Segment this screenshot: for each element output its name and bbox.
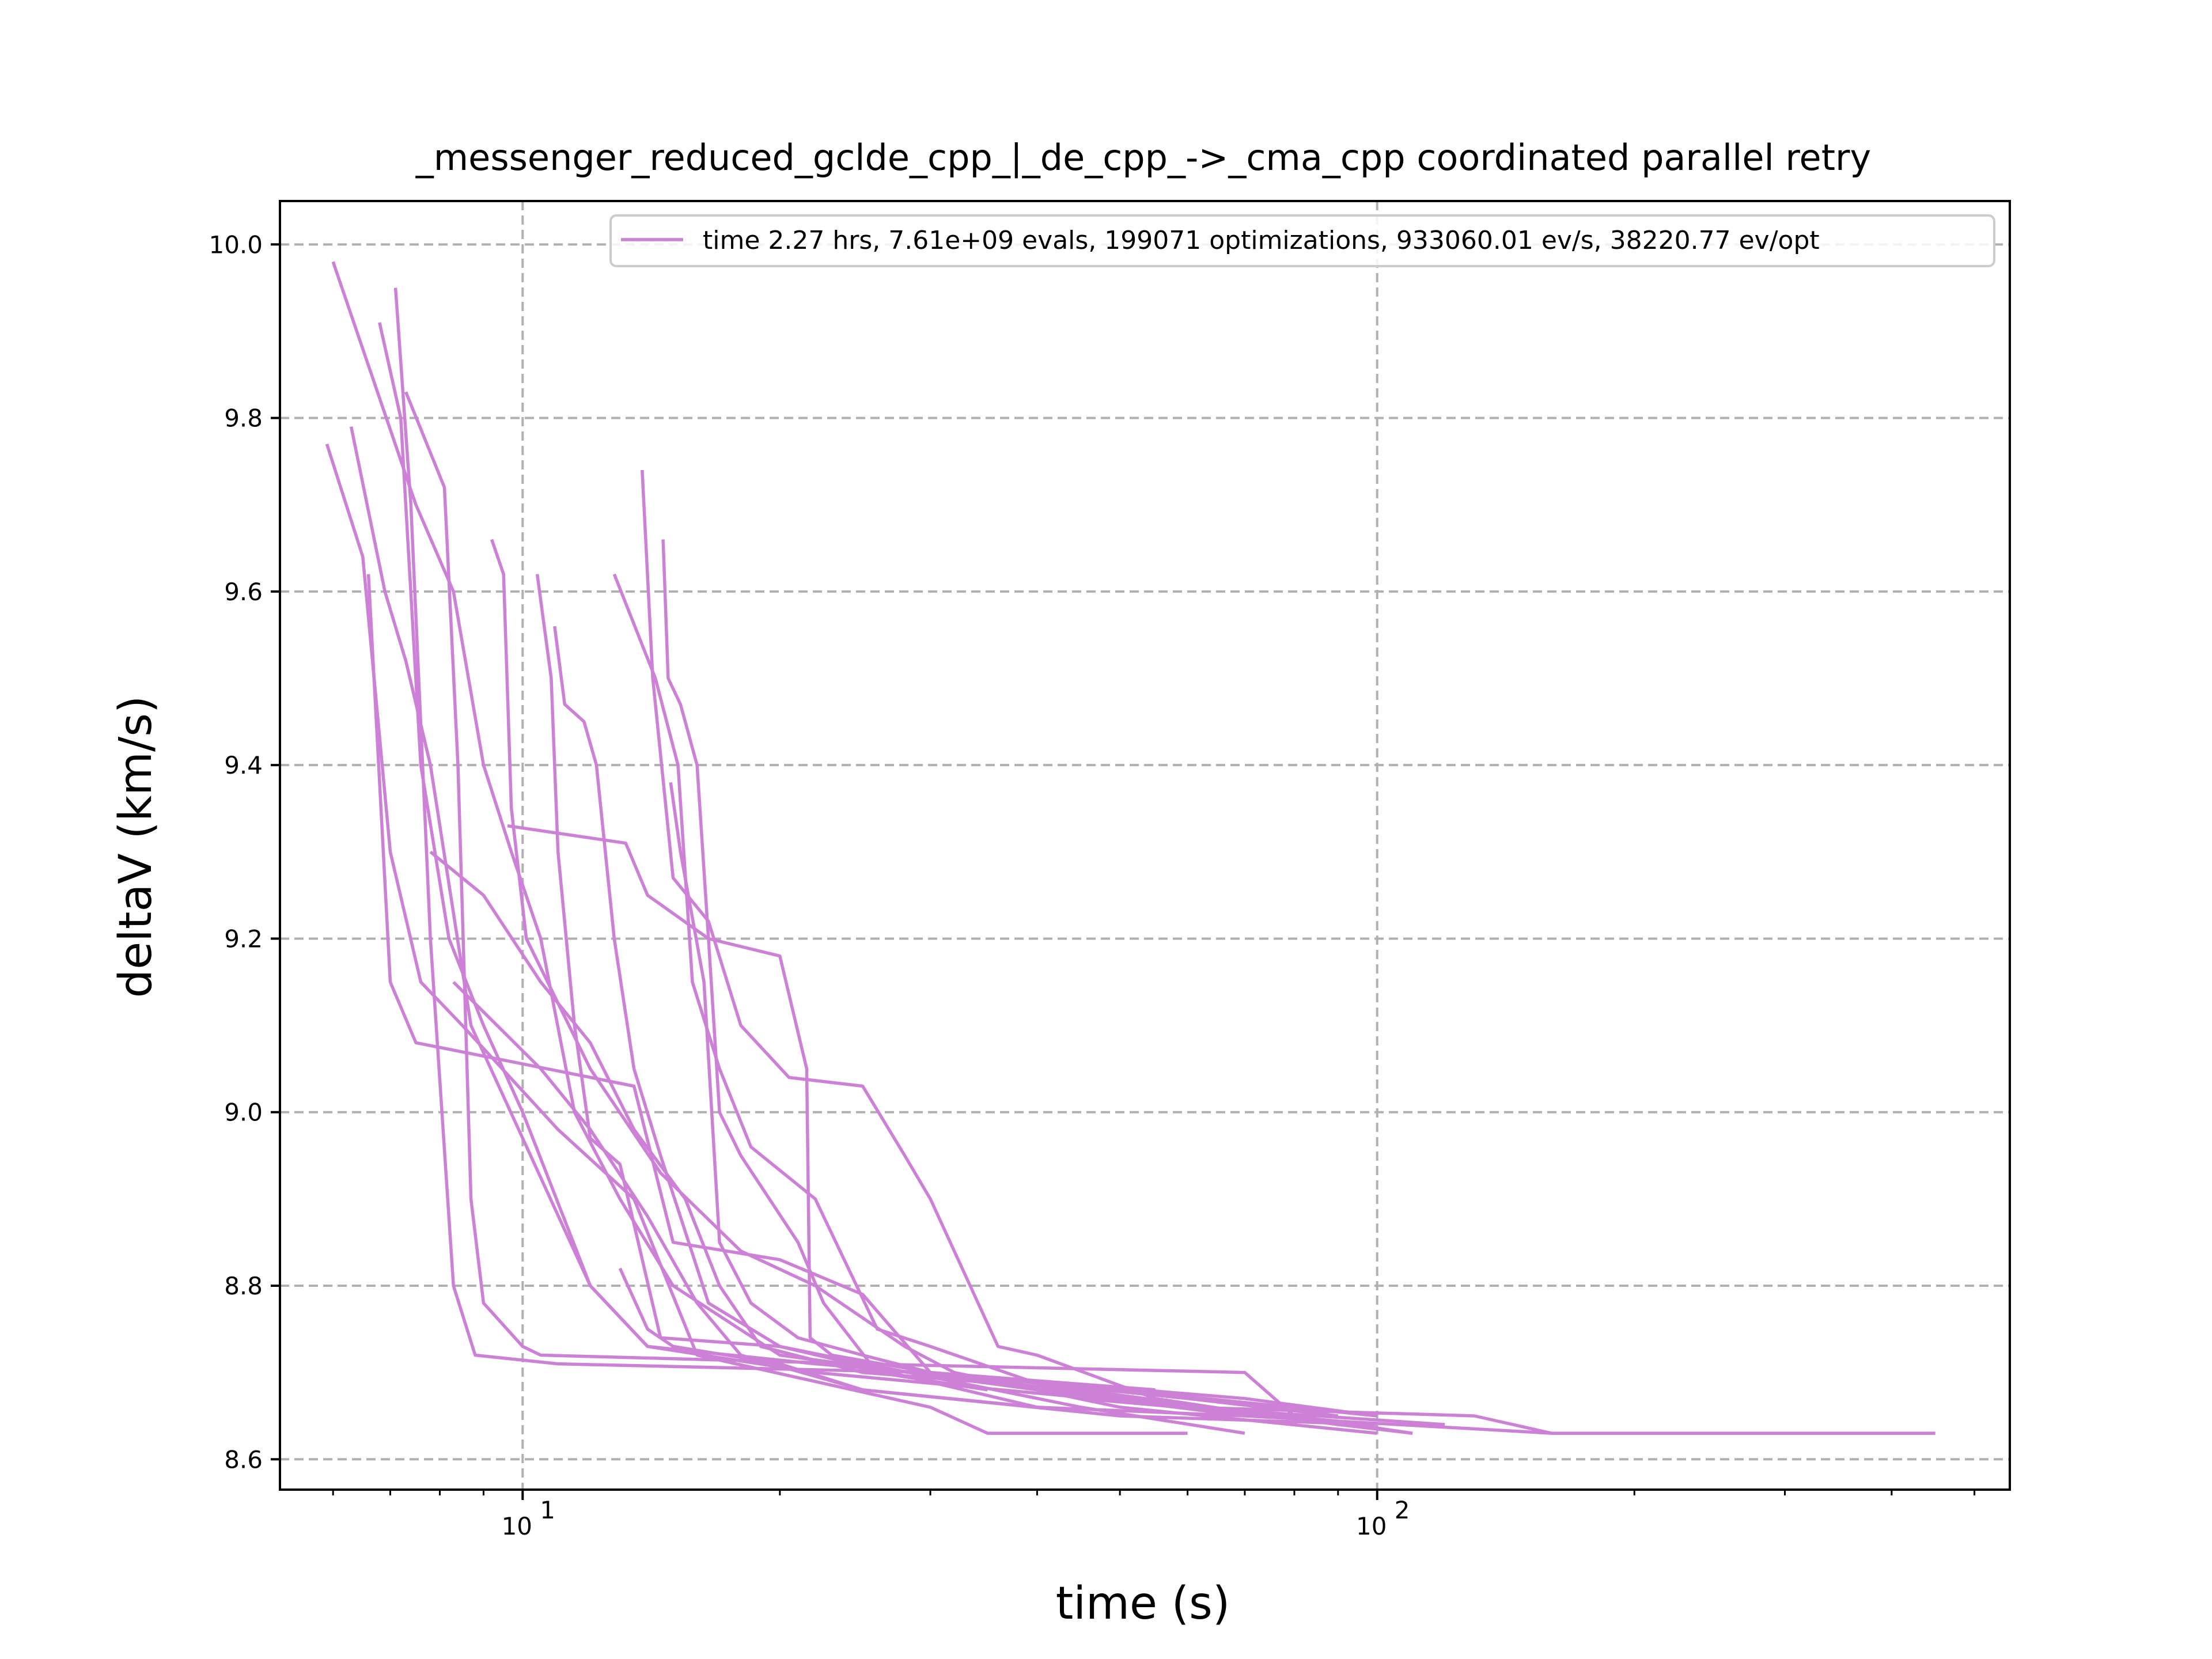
series-line-1 — [331, 261, 1936, 1435]
series-line-14 — [661, 539, 988, 1392]
series-line-10 — [553, 626, 1245, 1435]
series-line-4 — [404, 391, 1413, 1435]
y-tick-label: 9.8 — [224, 404, 263, 433]
series-line-5 — [325, 443, 1188, 1435]
chart-title: _messenger_reduced_gclde_cpp_|_de_cpp_->… — [415, 137, 1871, 179]
x-tick-exponent: 2 — [1395, 1496, 1410, 1524]
series-line-12 — [612, 573, 1377, 1426]
y-tick-label: 9.0 — [224, 1099, 263, 1127]
series-line-6 — [349, 426, 1552, 1435]
series-line-15 — [669, 782, 1378, 1418]
series-line-17 — [429, 850, 1413, 1435]
y-tick-label: 8.6 — [224, 1445, 263, 1474]
y-tick-label: 9.4 — [224, 751, 263, 779]
series-layer — [325, 261, 1936, 1435]
plot-frame — [279, 200, 2011, 1491]
x-tick-label: 10 — [1356, 1512, 1387, 1540]
series-line-18 — [452, 980, 1377, 1426]
legend-box — [609, 214, 1995, 267]
y-tick-label: 8.8 — [224, 1272, 263, 1300]
x-tick-label: 10 — [502, 1512, 532, 1540]
series-line-13 — [641, 469, 1271, 1418]
y-tick-label: 9.2 — [224, 925, 263, 953]
x-axis-label: time (s) — [1056, 1578, 1230, 1630]
y-tick-label: 10.0 — [209, 230, 263, 259]
legend-entry-label: time 2.27 hrs, 7.61e+09 evals, 199071 op… — [703, 226, 1820, 255]
y-axis-label: deltaV (km/s) — [110, 696, 162, 998]
series-line-9 — [535, 574, 1038, 1409]
tick-layer: 8.6 8.8 9.0 9.2 9.4 9.6 9.8 10.0 10 1 10 2 — [209, 230, 1976, 1540]
x-tick-exponent: 1 — [540, 1496, 555, 1524]
y-tick-label: 9.6 — [224, 578, 263, 606]
legend: time 2.27 hrs, 7.61e+09 evals, 199071 op… — [609, 214, 1995, 267]
series-line-3 — [393, 287, 1445, 1426]
grid-layer — [280, 201, 2010, 1490]
